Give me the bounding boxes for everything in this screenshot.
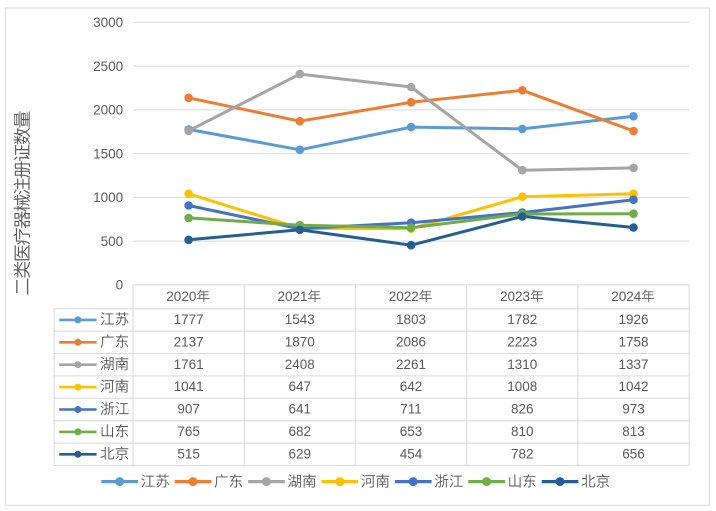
svg-text:1042: 1042 [618,379,648,394]
svg-text:1008: 1008 [507,379,537,394]
svg-text:647: 647 [289,379,312,394]
svg-text:907: 907 [177,402,200,417]
svg-text:2020: 2020 [166,289,196,304]
svg-text:2223: 2223 [507,334,537,349]
svg-text:1041: 1041 [174,379,204,394]
svg-text:0: 0 [116,278,124,293]
svg-text:653: 653 [400,424,423,439]
svg-text:629: 629 [289,446,312,461]
svg-text:2024: 2024 [611,289,642,304]
svg-text:1870: 1870 [285,334,315,349]
svg-text:1500: 1500 [93,146,123,161]
svg-text:1803: 1803 [396,312,426,327]
svg-text:1777: 1777 [174,312,204,327]
svg-text:2137: 2137 [174,334,204,349]
svg-text:765: 765 [177,424,200,439]
svg-text:515: 515 [177,446,200,461]
svg-text:2408: 2408 [285,357,315,372]
svg-text:810: 810 [511,424,534,439]
svg-text:1543: 1543 [285,312,315,327]
svg-text:641: 641 [289,402,312,417]
svg-text:1310: 1310 [507,357,537,372]
svg-text:1758: 1758 [618,334,648,349]
svg-text:682: 682 [289,424,312,439]
svg-text:2086: 2086 [396,334,426,349]
svg-text:1000: 1000 [93,190,123,205]
svg-text:454: 454 [400,446,423,461]
svg-text:1926: 1926 [618,312,648,327]
svg-text:2261: 2261 [396,357,426,372]
svg-text:3000: 3000 [93,15,123,30]
svg-text:813: 813 [622,424,645,439]
svg-text:973: 973 [622,402,645,417]
svg-text:711: 711 [400,402,422,417]
svg-text:2021: 2021 [278,289,308,304]
svg-text:2022: 2022 [389,289,419,304]
svg-text:656: 656 [622,446,645,461]
svg-text:2023: 2023 [500,289,530,304]
svg-text:2000: 2000 [93,103,123,118]
svg-text:826: 826 [511,402,534,417]
svg-text:500: 500 [101,234,124,249]
svg-text:782: 782 [511,446,534,461]
svg-text:1761: 1761 [174,357,204,372]
svg-text:642: 642 [400,379,423,394]
svg-text:2500: 2500 [93,59,123,74]
svg-text:1337: 1337 [618,357,648,372]
svg-text:1782: 1782 [507,312,537,327]
